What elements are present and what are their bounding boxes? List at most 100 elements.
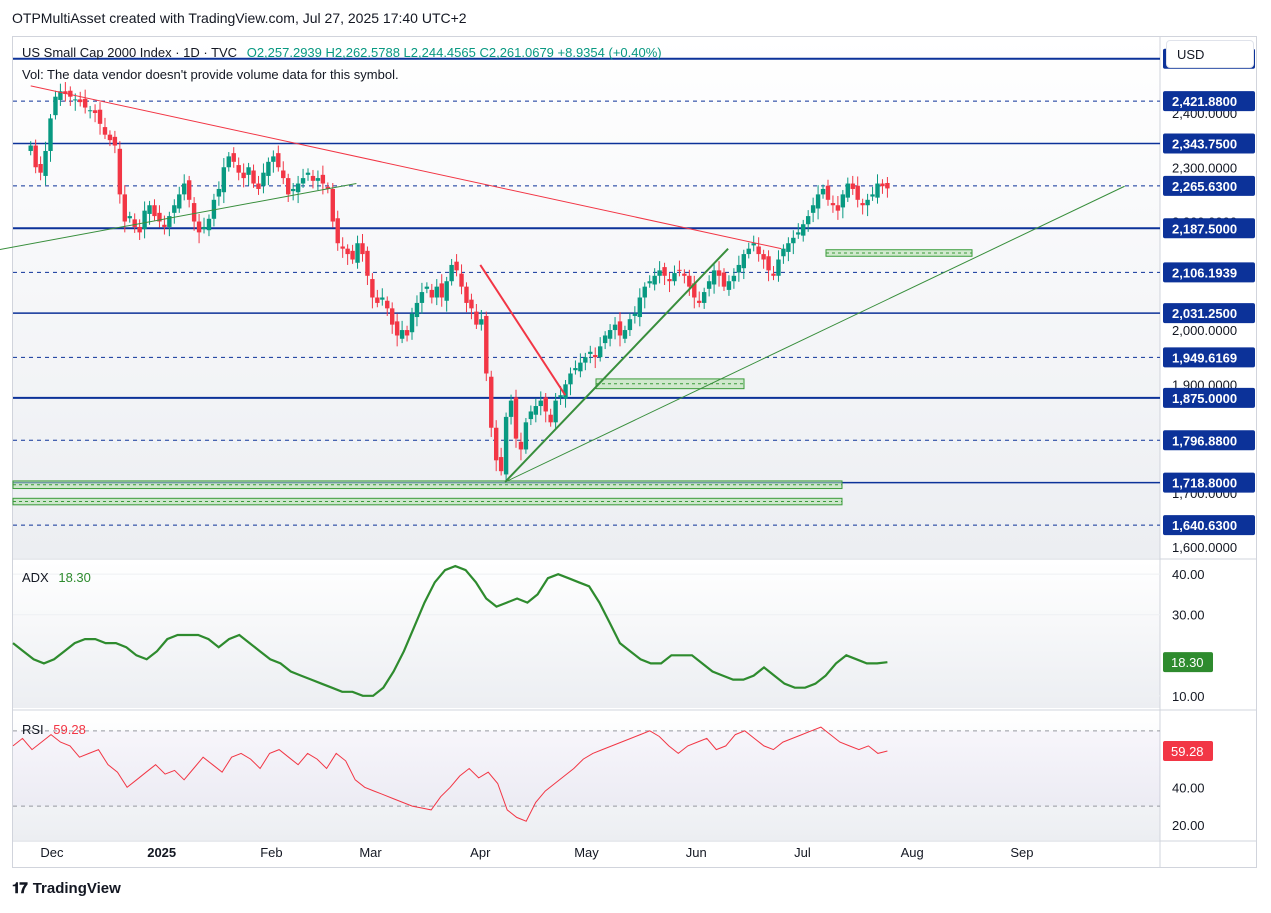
rsi-pane-bg [13, 712, 1160, 840]
candle-body [429, 289, 435, 298]
rsi-value-label: 59.28 [1171, 744, 1204, 759]
rsi-title: RSI [22, 722, 44, 737]
candle-body [667, 279, 672, 282]
adx-title: ADX [22, 570, 49, 585]
candle-body [593, 355, 598, 358]
candle-body [860, 203, 865, 206]
candle-body [122, 194, 127, 222]
candle-body [766, 256, 771, 271]
candle-body [147, 205, 152, 214]
price-level-label-bg [1163, 430, 1255, 451]
rsi-value: 59.28 [53, 722, 86, 737]
candle-body [687, 275, 692, 287]
candle-body [617, 321, 623, 336]
candle-body [597, 346, 603, 358]
candle-body [865, 199, 870, 206]
candle-body [692, 283, 697, 298]
price-level-label: 1,640.6300 [1172, 518, 1237, 533]
candle-body [48, 118, 53, 151]
candle-body [701, 292, 707, 303]
candle-body [578, 362, 583, 372]
candle-body [677, 269, 682, 271]
brand-name: TradingView [32, 880, 121, 897]
candle-body [43, 150, 48, 176]
candle-body [439, 283, 444, 298]
candle-body [107, 134, 113, 141]
candle-body [568, 373, 573, 385]
candle-body [820, 188, 826, 195]
candle-body [850, 183, 855, 189]
candle-body [404, 330, 410, 336]
candle-body [444, 281, 449, 301]
price-axis-tick: 2,000.0000 [1172, 323, 1237, 338]
candle-body [117, 148, 123, 195]
candle-body [92, 110, 98, 113]
candle-body [493, 427, 499, 461]
candle-body [805, 216, 811, 225]
candle-body [558, 395, 563, 398]
candle-body [449, 264, 454, 282]
candle-body [340, 246, 345, 249]
candle-body [716, 270, 722, 276]
rsi-legend[interactable]: RSI 59.28 [22, 722, 86, 737]
price-pane-bg [13, 37, 1160, 558]
price-level-label: 2,421.8800 [1172, 94, 1237, 109]
candle-body [390, 308, 395, 325]
price-level-label: 2,031.2500 [1172, 306, 1237, 321]
candle-body [647, 281, 652, 284]
price-axis-tick: 1,600.0000 [1172, 540, 1237, 555]
candle-body [875, 183, 880, 198]
tradingview-logo-icon: 𝟏𝟕 [12, 880, 28, 897]
candle-body [132, 219, 137, 227]
candle-body [622, 330, 628, 339]
symbol-title[interactable]: US Small Cap 2000 Index · 1D · TVC [22, 45, 238, 60]
tradingview-brand[interactable]: 𝟏𝟕 TradingView [12, 880, 121, 897]
candle-body [38, 163, 43, 173]
price-axis-tick: 2,300.0000 [1172, 160, 1237, 175]
price-level-label-bg [1163, 133, 1255, 154]
candle-body [508, 400, 514, 417]
candle-body [177, 194, 182, 209]
price-level-label-bg [1163, 347, 1255, 368]
candle-body [206, 218, 212, 231]
candle-body [63, 91, 68, 94]
price-level-label: 1,949.6169 [1172, 350, 1237, 365]
candle-body [459, 273, 464, 287]
candle-body [68, 90, 73, 97]
candle-body [657, 270, 662, 276]
candle-body [315, 178, 321, 181]
adx-legend[interactable]: ADX 18.30 [22, 570, 91, 585]
ohlc-values: O2,257.2939 H2,262.5788 L2,244.4565 C2,2… [246, 45, 662, 60]
trendline [30, 85, 782, 250]
candle-body [528, 411, 534, 420]
time-axis-tick: Aug [901, 845, 924, 860]
price-level-label-bg [1163, 303, 1255, 324]
candle-body [82, 98, 88, 108]
candle-body [290, 188, 296, 192]
candle-body [365, 250, 370, 276]
candle-body [167, 216, 172, 227]
adx-value-label: 18.30 [1171, 655, 1204, 670]
candle-body [33, 145, 38, 168]
time-axis-tick: Jun [686, 845, 707, 860]
candle-body [721, 272, 727, 287]
candle-body [776, 259, 781, 276]
candle-body [399, 330, 405, 339]
candle-body [28, 145, 33, 151]
candle-body [300, 178, 306, 184]
candle-body [375, 297, 380, 303]
adx-axis-tick: 30.00 [1172, 608, 1205, 623]
candle-body [241, 172, 246, 179]
time-axis-tick: Jul [794, 845, 811, 860]
candle-body [157, 212, 162, 222]
price-level-label: 1,796.8800 [1172, 433, 1237, 448]
candle-body [484, 315, 489, 374]
candle-body [256, 183, 261, 189]
time-axis-tick: Feb [260, 845, 282, 860]
candle-body [474, 311, 479, 325]
candle-body [97, 109, 103, 124]
rsi-band [13, 730, 1160, 807]
currency-selector[interactable]: USD [1166, 40, 1254, 68]
price-level-label: 2,187.5000 [1172, 221, 1237, 236]
